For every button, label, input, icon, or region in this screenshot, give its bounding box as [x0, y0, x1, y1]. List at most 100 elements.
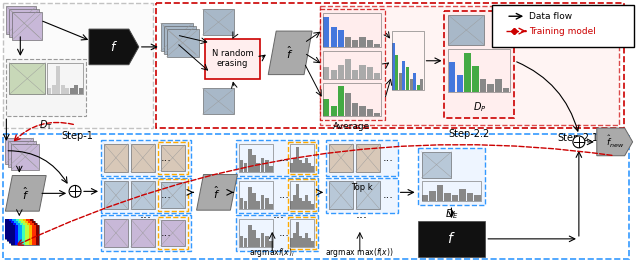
Bar: [320, 9, 385, 120]
Bar: [260, 233, 264, 247]
Bar: [10, 223, 13, 243]
Bar: [329, 144, 353, 172]
Bar: [12, 225, 15, 245]
Bar: [25, 221, 28, 241]
Bar: [269, 241, 273, 247]
Bar: [392, 31, 424, 91]
Bar: [26, 219, 30, 239]
Text: ...: ...: [278, 228, 289, 238]
Bar: [422, 181, 481, 201]
Bar: [449, 49, 510, 92]
Bar: [420, 79, 423, 91]
Bar: [17, 223, 20, 243]
Text: ...: ...: [382, 190, 393, 200]
Bar: [291, 163, 293, 172]
Bar: [52, 85, 56, 95]
Bar: [14, 221, 18, 241]
Bar: [161, 182, 184, 208]
Bar: [417, 148, 485, 205]
Bar: [293, 158, 296, 172]
Bar: [32, 221, 35, 241]
Bar: [413, 73, 416, 91]
Polygon shape: [5, 176, 46, 211]
Text: argmax$f(x)_i$: argmax$f(x)_i$: [249, 246, 295, 259]
Bar: [374, 113, 380, 116]
Bar: [32, 225, 36, 245]
Bar: [356, 181, 380, 209]
Bar: [367, 40, 372, 47]
Bar: [492, 5, 634, 47]
Bar: [12, 12, 42, 40]
Bar: [338, 65, 344, 79]
Bar: [265, 198, 269, 209]
Bar: [288, 142, 316, 173]
Bar: [47, 88, 51, 95]
Bar: [104, 219, 128, 247]
Bar: [345, 37, 351, 47]
Bar: [374, 44, 380, 47]
Bar: [22, 225, 26, 245]
Text: N random
erasing: N random erasing: [212, 49, 253, 68]
Bar: [252, 155, 256, 172]
Bar: [156, 3, 623, 128]
Bar: [8, 141, 36, 167]
Bar: [26, 225, 29, 245]
Bar: [367, 68, 372, 79]
Bar: [244, 201, 248, 209]
Bar: [248, 149, 252, 172]
Bar: [8, 221, 11, 241]
Bar: [157, 180, 188, 211]
Bar: [161, 23, 193, 51]
Bar: [23, 219, 26, 239]
Polygon shape: [89, 29, 139, 65]
Bar: [157, 142, 188, 173]
Text: Step-1: Step-1: [61, 131, 93, 141]
Bar: [19, 225, 22, 245]
Text: Training model: Training model: [529, 27, 596, 36]
Bar: [452, 195, 458, 201]
Bar: [244, 238, 248, 247]
Polygon shape: [268, 31, 312, 75]
Bar: [356, 144, 380, 172]
Bar: [367, 110, 372, 116]
Bar: [20, 223, 23, 243]
Bar: [239, 161, 243, 172]
Bar: [131, 181, 155, 209]
Bar: [472, 66, 479, 92]
Bar: [503, 88, 509, 92]
Bar: [444, 11, 514, 118]
Bar: [205, 39, 260, 79]
Bar: [239, 219, 273, 247]
Bar: [288, 217, 316, 249]
Bar: [403, 61, 406, 91]
Bar: [290, 181, 314, 209]
Polygon shape: [196, 175, 237, 210]
Bar: [28, 221, 32, 241]
Bar: [252, 230, 256, 247]
Text: ...: ...: [356, 208, 368, 221]
Bar: [101, 177, 191, 213]
Bar: [323, 17, 330, 47]
Bar: [305, 195, 308, 209]
Bar: [61, 85, 65, 95]
Circle shape: [69, 185, 81, 197]
Text: $f$: $f$: [447, 231, 456, 246]
Bar: [302, 163, 305, 172]
Text: Step-2.2: Step-2.2: [449, 129, 490, 139]
Bar: [296, 184, 299, 209]
Bar: [360, 106, 365, 116]
Bar: [296, 147, 299, 172]
Text: Average: Average: [333, 122, 371, 131]
Bar: [131, 219, 155, 247]
Bar: [331, 70, 337, 79]
Bar: [236, 140, 318, 176]
Bar: [320, 6, 619, 125]
Bar: [260, 158, 264, 172]
Bar: [311, 204, 314, 209]
Bar: [260, 195, 264, 209]
Text: Data flow: Data flow: [529, 12, 572, 21]
Bar: [10, 223, 37, 243]
Bar: [308, 238, 311, 247]
Bar: [8, 221, 35, 241]
Text: ...: ...: [272, 208, 284, 221]
